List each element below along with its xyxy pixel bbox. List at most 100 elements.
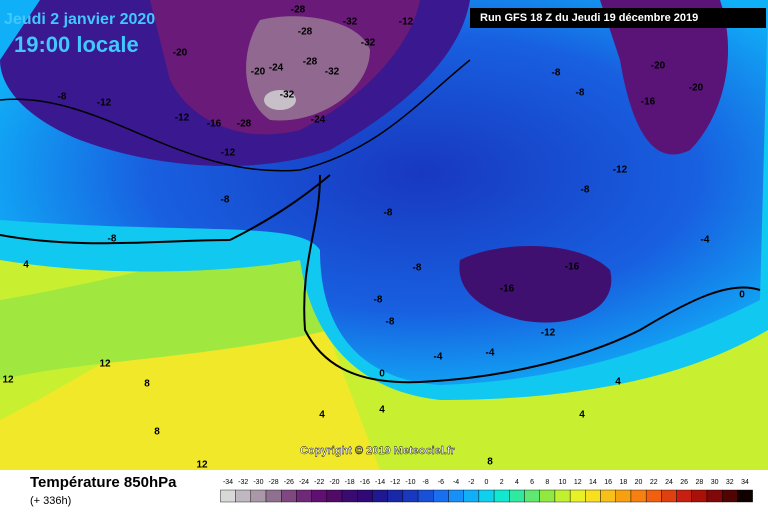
scale-swatch xyxy=(630,489,647,503)
scale-swatch xyxy=(569,489,586,503)
scale-swatch xyxy=(493,489,510,503)
scale-swatch xyxy=(448,489,464,503)
scale-swatch xyxy=(372,489,388,503)
date: Jeudi 2 janvier 2020 xyxy=(4,11,155,28)
scale-label: 30 xyxy=(711,479,719,486)
contour-label: -16 xyxy=(500,284,515,295)
contour-label: 4 xyxy=(379,405,385,416)
scale-label: -30 xyxy=(253,479,263,486)
contour-label: -8 xyxy=(384,208,393,219)
scale-label: -2 xyxy=(468,479,474,486)
contour-label: -28 xyxy=(298,27,313,38)
scale-swatch xyxy=(509,489,525,503)
contour-label: -8 xyxy=(413,263,422,274)
scale-label: -22 xyxy=(314,479,324,486)
contour-label: -16 xyxy=(641,97,656,108)
contour-label: -28 xyxy=(303,57,318,68)
contour-label: 0 xyxy=(739,290,745,301)
scale-label: 12 xyxy=(574,479,582,486)
freezing-line-west xyxy=(0,234,231,245)
contour-label: -4 xyxy=(434,352,443,363)
scale-label: -14 xyxy=(375,479,385,486)
scale-swatch xyxy=(311,489,328,503)
contour-label: -32 xyxy=(361,38,376,49)
contour-label: -24 xyxy=(269,63,284,74)
scale-label: 16 xyxy=(604,479,612,486)
contour-label: -20 xyxy=(173,48,188,59)
scale-swatch xyxy=(265,489,282,503)
scale-swatch xyxy=(676,489,692,503)
scale-label: 0 xyxy=(485,479,489,486)
scale-label: -12 xyxy=(390,479,400,486)
scale-label: 28 xyxy=(695,479,703,486)
contour-label: -12 xyxy=(399,17,414,28)
scale-swatch xyxy=(417,489,434,503)
core-min xyxy=(264,90,296,110)
scale-swatch xyxy=(250,489,267,503)
scale-label: 32 xyxy=(726,479,734,486)
scale-swatch xyxy=(539,489,556,503)
scale-swatch xyxy=(691,489,708,503)
contour-label: 4 xyxy=(319,410,325,421)
run-box xyxy=(470,8,766,28)
freezing-line xyxy=(229,174,761,384)
scale-label: 24 xyxy=(665,479,673,486)
scale-label: 6 xyxy=(530,479,534,486)
scale-swatch xyxy=(524,489,540,503)
scale-label: 26 xyxy=(680,479,688,486)
scale-label: -32 xyxy=(238,479,248,486)
contour-label: -32 xyxy=(325,67,340,78)
scale-label: -20 xyxy=(329,479,339,486)
scale-label: 4 xyxy=(515,479,519,486)
scale-swatch xyxy=(721,489,738,503)
scale-swatch xyxy=(235,489,252,503)
contour-label: -12 xyxy=(541,328,556,339)
east-cold-area xyxy=(600,0,729,155)
contour-label: -12 xyxy=(613,165,628,176)
scale-swatch xyxy=(463,489,480,503)
scale-swatch xyxy=(402,489,419,503)
scale-label: 18 xyxy=(619,479,627,486)
scale-swatch xyxy=(706,489,723,503)
contour-label: -28 xyxy=(291,5,306,16)
scale-swatch xyxy=(645,489,662,503)
scale-label: -28 xyxy=(269,479,279,486)
contour-label: -8 xyxy=(581,185,590,196)
contour-label: 4 xyxy=(579,410,585,421)
contour-label: -12 xyxy=(175,113,190,124)
scale-swatch xyxy=(357,489,373,503)
contour-label: -16 xyxy=(565,262,580,273)
color-scale: -34 -32 -30 -28 -26 -24 -22 -20 -18 -16 -14 -12 -10-… xyxy=(220,479,753,503)
scale-label: -26 xyxy=(284,479,294,486)
contour-label: -4 xyxy=(701,235,710,246)
contour-label: -8 xyxy=(386,317,395,328)
scale-swatch xyxy=(326,489,343,503)
run-info: Run GFS 18 Z du Jeudi 19 décembre 2019 xyxy=(480,12,698,24)
scale-label: 34 xyxy=(741,479,749,486)
contour-label: -4 xyxy=(486,348,495,359)
scale-label: 20 xyxy=(635,479,643,486)
scale-swatch xyxy=(387,489,404,503)
scale-label: -18 xyxy=(345,479,355,486)
contour-label: -12 xyxy=(221,148,236,159)
contour-label: -32 xyxy=(280,90,295,101)
contour-labels: -28-32 -12-28-32-20-28-32-20 -24-32-24-28-… xyxy=(2,5,745,471)
contour-label: -20 xyxy=(251,67,266,78)
contour-label: -28 xyxy=(237,119,252,130)
scale-label: 22 xyxy=(650,479,658,486)
scale-swatch xyxy=(296,489,312,503)
contour-label: -8 xyxy=(552,68,561,79)
contour-label: -8 xyxy=(576,88,585,99)
scale-label: -34 xyxy=(223,479,233,486)
scale-label: 8 xyxy=(545,479,549,486)
contour-label: -8 xyxy=(108,234,117,245)
contour-label: -16 xyxy=(207,119,222,130)
scale-label: 14 xyxy=(589,479,597,486)
scale-swatch xyxy=(554,489,571,503)
scale-swatch xyxy=(478,489,495,503)
scale-swatch xyxy=(220,489,236,503)
contour-label: 12 xyxy=(196,460,208,471)
contour-label: 8 xyxy=(487,457,493,468)
contour-label: -8 xyxy=(374,295,383,306)
